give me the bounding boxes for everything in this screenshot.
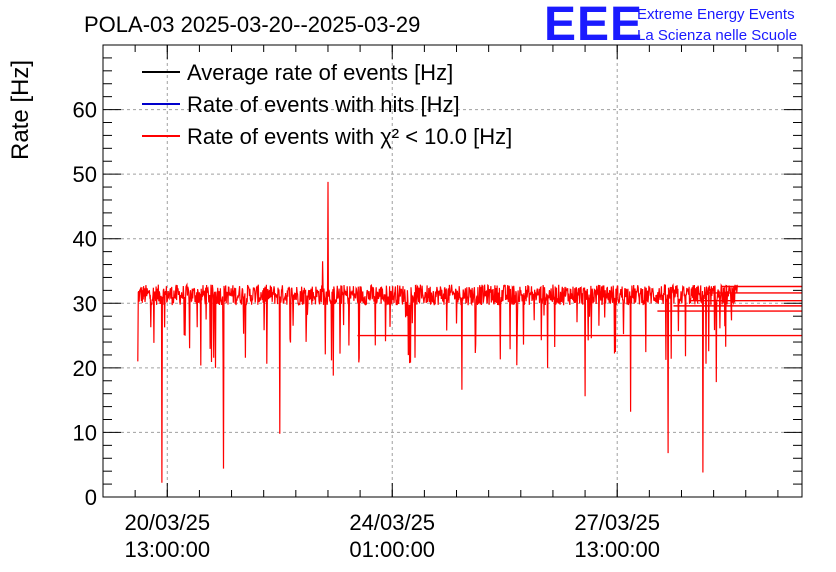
- y-tick-label: 10: [73, 420, 97, 445]
- x-tick-label-time: 13:00:00: [124, 537, 210, 562]
- y-tick-label: 20: [73, 356, 97, 381]
- y-axis-label: Rate [Hz]: [7, 60, 34, 160]
- legend-label-chi2: Rate of events with χ² < 10.0 [Hz]: [187, 124, 512, 149]
- legend-label-hits: Rate of events with hits [Hz]: [187, 92, 460, 117]
- x-tick-label-date: 24/03/25: [349, 510, 435, 535]
- x-tick-label-time: 01:00:00: [349, 537, 435, 562]
- y-tick-label: 50: [73, 162, 97, 187]
- plot-frame: [102, 44, 803, 498]
- logo-letters: EEE: [544, 0, 643, 51]
- x-tick-label-date: 20/03/25: [124, 510, 210, 535]
- x-tick-label-date: 27/03/25: [574, 510, 660, 535]
- x-tick-label-time: 13:00:00: [574, 537, 660, 562]
- axes: 010203040506020/03/2513:00:0024/03/2501:…: [73, 44, 803, 562]
- logo-line-1: Extreme Energy Events: [637, 6, 795, 23]
- plot-area: [137, 181, 802, 483]
- y-tick-label: 30: [73, 291, 97, 316]
- legend: Average rate of events [Hz] Rate of even…: [142, 60, 512, 149]
- eee-logo: EEE Extreme Energy Events La Scienza nel…: [544, 0, 797, 51]
- logo-line-2: La Scienza nelle Scuole: [637, 27, 797, 44]
- y-tick-label: 40: [73, 227, 97, 252]
- series-line-chi2: [137, 181, 738, 483]
- y-tick-label: 60: [73, 98, 97, 123]
- chart-title: POLA-03 2025-03-20--2025-03-29: [84, 12, 420, 37]
- y-tick-label: 0: [85, 485, 97, 510]
- legend-label-average: Average rate of events [Hz]: [187, 60, 453, 85]
